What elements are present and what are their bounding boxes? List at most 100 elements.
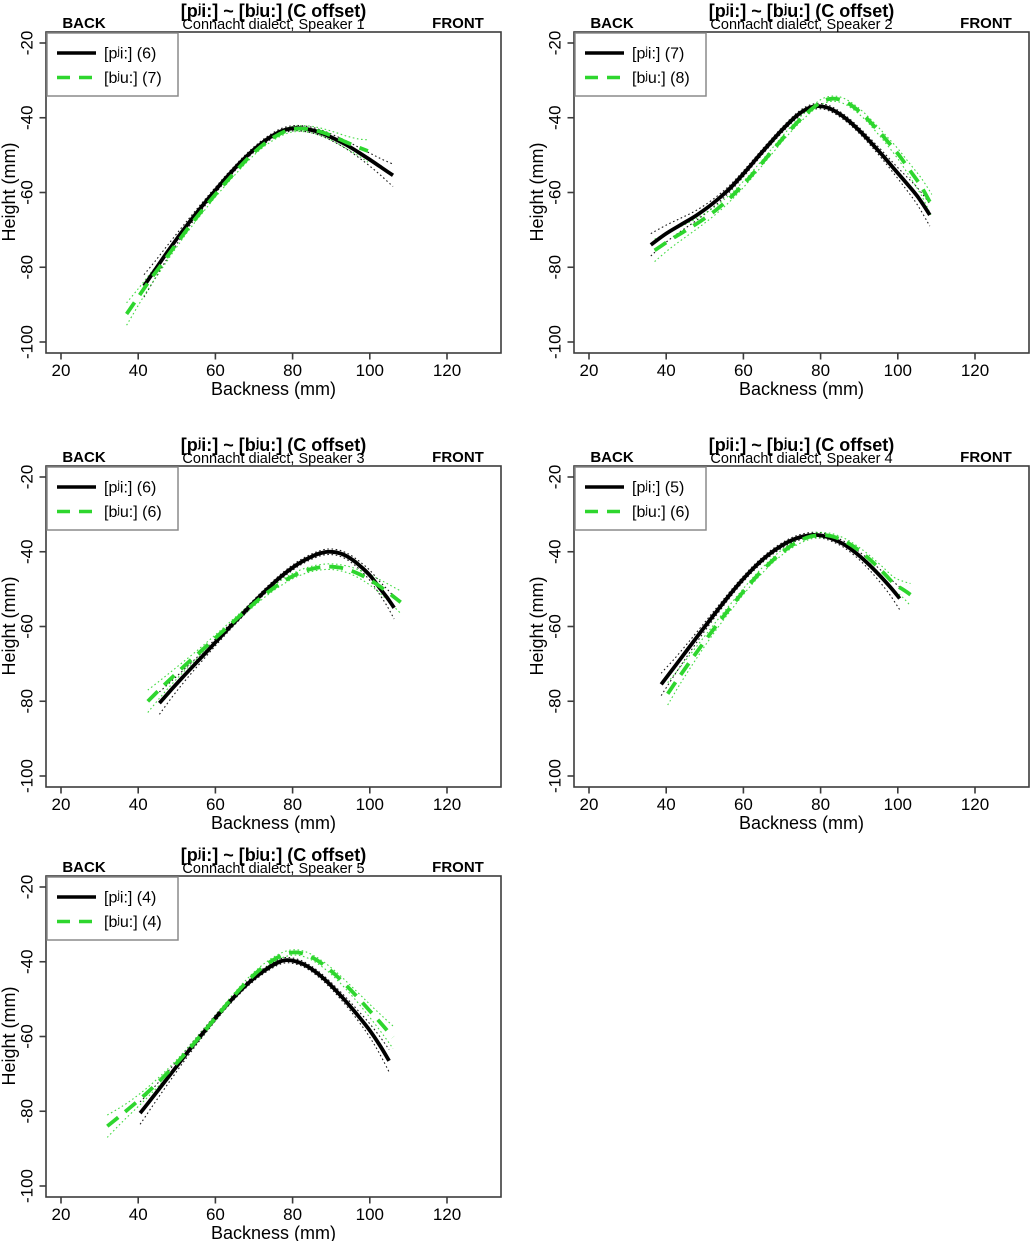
y-tick-label: -80 [18, 255, 37, 280]
y-tick-label: -20 [18, 31, 37, 56]
ci-line-bju [107, 949, 394, 1116]
panel-speaker-3: 20 40 60 80 100 120 -20 -40 -60 -80 -100 [pʲi:] ~ [… [0, 414, 516, 833]
series-pji-curve [138, 958, 391, 1115]
series-pji-curve [142, 126, 395, 287]
x-tick-label: 60 [734, 795, 753, 814]
panel-title: [pʲi:] ~ [bʲu:] (C offset) [709, 435, 894, 455]
front-label: FRONT [960, 15, 1012, 32]
y-tick-label: -60 [18, 1024, 37, 1049]
y-axis-label: Height (mm) [0, 986, 19, 1085]
legend: [pʲi:] (7) [bʲu:] (8) [574, 32, 707, 97]
legend-label-bju: [bʲu:] (7) [104, 70, 162, 87]
y-tick-label: -60 [18, 614, 37, 639]
panel-plot-4: 20 40 60 80 100 120 -20 -40 -60 -80 -100 [pʲi:] ~ [… [527, 435, 1030, 833]
panel-subtitle: Connacht dialect, Speaker 5 [182, 861, 364, 877]
y-tick-label: -100 [546, 759, 565, 793]
y-tick-label: -60 [18, 180, 37, 205]
ci-line-bju [654, 100, 933, 263]
legend-label-bju: [bʲu:] (4) [104, 914, 162, 931]
back-label: BACK [590, 449, 633, 466]
y-tick-label: -80 [546, 689, 565, 714]
y-tick-label: -80 [18, 1099, 37, 1124]
x-tick-label: 40 [129, 1205, 148, 1224]
ci-line-pji [139, 956, 390, 1103]
y-axis-label: Height (mm) [527, 142, 547, 241]
ci-line-pji [143, 124, 394, 276]
legend-label-pji: [pʲi:] (4) [104, 890, 156, 907]
y-tick-label: -80 [546, 255, 565, 280]
y-tick-label: -80 [18, 689, 37, 714]
x-tick-label: 100 [356, 361, 384, 380]
x-tick-label: 20 [580, 795, 599, 814]
ci-line-bju [667, 531, 911, 683]
x-axis-label: Backness (mm) [739, 813, 864, 833]
ci-line-pji [159, 548, 395, 693]
y-tick-label: -40 [18, 539, 37, 564]
ci-line-pji [650, 108, 931, 257]
panel-plot-2: 20 40 60 80 100 120 -20 -40 -60 -80 -100 [pʲi:] ~ [… [527, 1, 1030, 399]
panel-plot-3: 20 40 60 80 100 120 -20 -40 -60 -80 -100 [pʲi:] ~ [… [0, 435, 502, 833]
x-axis-label: Backness (mm) [739, 379, 864, 399]
back-label: BACK [62, 15, 105, 32]
series-bju-curve [666, 533, 912, 695]
panel-title: [pʲi:] ~ [bʲu:] (C offset) [181, 435, 366, 455]
panel-speaker-4: 20 40 60 80 100 120 -20 -40 -60 -80 -100 [pʲi:] ~ [… [517, 414, 1033, 833]
y-axis-label: Height (mm) [527, 576, 547, 675]
legend: [pʲi:] (6) [bʲu:] (7) [46, 32, 179, 97]
x-tick-label: 120 [961, 795, 989, 814]
ci-line-pji [143, 130, 394, 298]
x-tick-label: 60 [206, 795, 225, 814]
panel-plot-1: 20 40 60 80 100 120 -20 -40 -60 -80 -100 [pʲi:] ~ [… [0, 1, 502, 399]
panel-speaker-2: 20 40 60 80 100 120 -20 -40 -60 -80 -100 [pʲi:] ~ [… [517, 0, 1033, 419]
y-tick-label: -60 [546, 180, 565, 205]
x-tick-label: 120 [433, 361, 461, 380]
x-tick-label: 100 [356, 795, 384, 814]
front-label: FRONT [432, 859, 484, 876]
legend-label-bju: [bʲu:] (6) [632, 504, 690, 521]
panel-subtitle: Connacht dialect, Speaker 3 [182, 451, 364, 467]
ci-line-bju [106, 954, 394, 1138]
legend-box [46, 466, 179, 531]
ci-line-pji [139, 962, 390, 1125]
legend-box [46, 876, 179, 941]
x-tick-label: 40 [129, 361, 148, 380]
panel-subtitle: Connacht dialect, Speaker 2 [710, 17, 892, 33]
panel-plot-5: 20 40 60 80 100 120 -20 -40 -60 -80 -100 [pʲi:] ~ [… [0, 845, 502, 1241]
x-tick-label: 100 [356, 1205, 384, 1224]
x-tick-label: 120 [961, 361, 989, 380]
x-tick-label: 100 [884, 795, 912, 814]
legend-box [574, 466, 707, 531]
panel-subtitle: Connacht dialect, Speaker 4 [710, 451, 892, 467]
x-axis-label: Backness (mm) [211, 1223, 336, 1241]
x-tick-label: 80 [283, 1205, 302, 1224]
front-label: FRONT [432, 15, 484, 32]
front-label: FRONT [960, 449, 1012, 466]
x-tick-label: 40 [657, 361, 676, 380]
y-tick-label: -20 [546, 465, 565, 490]
ci-line-pji [158, 553, 395, 715]
y-tick-label: -20 [546, 31, 565, 56]
panel-title: [pʲi:] ~ [bʲu:] (C offset) [709, 1, 894, 21]
ci-line-bju [147, 563, 401, 691]
ci-line-bju [126, 130, 369, 326]
panel-speaker-5: 20 40 60 80 100 120 -20 -40 -60 -80 -100 [pʲi:] ~ [… [0, 827, 516, 1241]
y-tick-label: -100 [18, 325, 37, 359]
legend-label-bju: [bʲu:] (8) [632, 70, 690, 87]
y-tick-label: -40 [546, 105, 565, 130]
x-tick-label: 80 [283, 361, 302, 380]
legend: [pʲi:] (6) [bʲu:] (6) [46, 466, 179, 531]
x-tick-label: 20 [52, 361, 71, 380]
x-tick-label: 20 [52, 1205, 71, 1224]
series-pji-curve [659, 532, 902, 686]
y-tick-label: -40 [546, 539, 565, 564]
x-axis-label: Backness (mm) [211, 379, 336, 399]
y-axis-label: Height (mm) [0, 576, 19, 675]
panel-subtitle: Connacht dialect, Speaker 1 [182, 17, 364, 33]
x-tick-label: 60 [206, 1205, 225, 1224]
legend-label-pji: [pʲi:] (6) [104, 46, 156, 63]
series-bju-curve [125, 126, 369, 316]
x-tick-label: 60 [734, 361, 753, 380]
series-bju-curve [106, 950, 395, 1128]
legend-label-pji: [pʲi:] (7) [632, 46, 684, 63]
panel-speaker-1: 20 40 60 80 100 120 -20 -40 -60 -80 -100 [pʲi:] ~ [… [0, 0, 516, 419]
